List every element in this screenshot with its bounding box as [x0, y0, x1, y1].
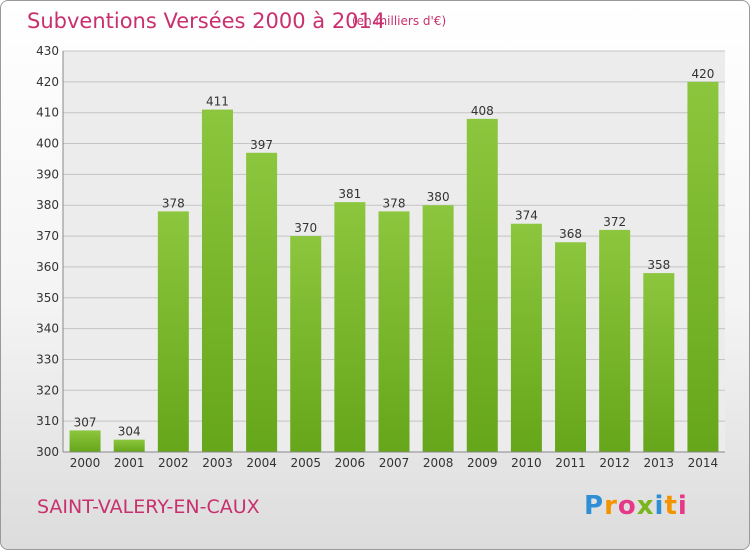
logo-letter: o: [617, 491, 637, 521]
bar: [466, 118, 498, 452]
bar: [69, 430, 101, 452]
x-tick-label: 2005: [290, 456, 321, 470]
y-tick-label: 360: [36, 260, 59, 274]
data-label: 368: [559, 227, 582, 241]
y-tick-label: 410: [36, 106, 59, 120]
logo-letter: i: [654, 491, 665, 521]
x-tick-label: 2009: [467, 456, 498, 470]
y-tick-label: 420: [36, 75, 59, 89]
bar: [599, 229, 631, 452]
x-tick-label: 2004: [246, 456, 277, 470]
y-tick-label: 330: [36, 352, 59, 366]
bar: [334, 202, 366, 452]
y-tick-label: 320: [36, 383, 59, 397]
bar: [422, 205, 454, 452]
bar: [113, 439, 145, 452]
x-tick-label: 2013: [644, 456, 675, 470]
data-label: 307: [74, 415, 97, 429]
data-label: 372: [603, 215, 626, 229]
logo-letter: P: [584, 491, 605, 521]
chart-title: Subventions Versées 2000 à 2014: [27, 9, 386, 33]
chart-subtitle: (en milliers d'€): [352, 14, 447, 28]
axes: 300 310 320 330 340 350 360 370 380 390 400 410 420 4…: [36, 44, 725, 470]
y-tick-label: 300: [36, 445, 59, 459]
data-label: 397: [250, 138, 273, 152]
bar: [555, 242, 587, 452]
x-tick-label: 2008: [423, 456, 454, 470]
data-label: 358: [647, 258, 670, 272]
y-tick-label: 430: [36, 44, 59, 58]
x-tick-label: 2003: [202, 456, 233, 470]
data-label: 370: [294, 221, 317, 235]
bar: [290, 236, 322, 452]
y-tick-label: 380: [36, 198, 59, 212]
logo-letter: r: [604, 491, 618, 521]
x-tick-label: 2001: [114, 456, 145, 470]
data-label: 420: [691, 67, 714, 81]
data-label: 374: [515, 209, 538, 223]
bar: [378, 211, 410, 452]
data-label: 304: [118, 425, 141, 439]
y-tick-label: 400: [36, 137, 59, 151]
bar: [643, 273, 675, 452]
logo-letter: t: [664, 491, 678, 521]
bars: 307 304 378 411 397 370 381 378 380 408 374 368 372 3…: [69, 67, 719, 453]
bar: [687, 81, 719, 452]
logo-letter: i: [677, 491, 688, 521]
x-tick-label: 2012: [599, 456, 630, 470]
x-tick-label: 2006: [335, 456, 366, 470]
y-tick-label: 350: [36, 291, 59, 305]
x-tick-label: 2014: [688, 456, 719, 470]
data-label: 408: [471, 104, 494, 118]
place-name: SAINT-VALERY-EN-CAUX: [37, 496, 260, 518]
proxiti-logo[interactable]: Proxiti: [584, 491, 688, 521]
x-tick-label: 2002: [158, 456, 189, 470]
y-tick-label: 370: [36, 229, 59, 243]
data-label: 378: [383, 196, 406, 210]
x-tick-label: 2010: [511, 456, 542, 470]
data-label: 381: [338, 187, 361, 201]
bar: [246, 152, 278, 453]
x-tick-label: 2000: [70, 456, 101, 470]
data-label: 380: [427, 190, 450, 204]
x-tick-label: 2007: [379, 456, 410, 470]
y-tick-label: 390: [36, 167, 59, 181]
bar: [157, 211, 189, 452]
bar: [510, 223, 542, 452]
data-label: 411: [206, 95, 229, 109]
logo-letter: x: [636, 491, 655, 521]
x-tick-label: 2011: [555, 456, 586, 470]
bar: [201, 109, 233, 452]
y-tick-label: 340: [36, 322, 59, 336]
data-label: 378: [162, 196, 185, 210]
y-tick-label: 310: [36, 414, 59, 428]
